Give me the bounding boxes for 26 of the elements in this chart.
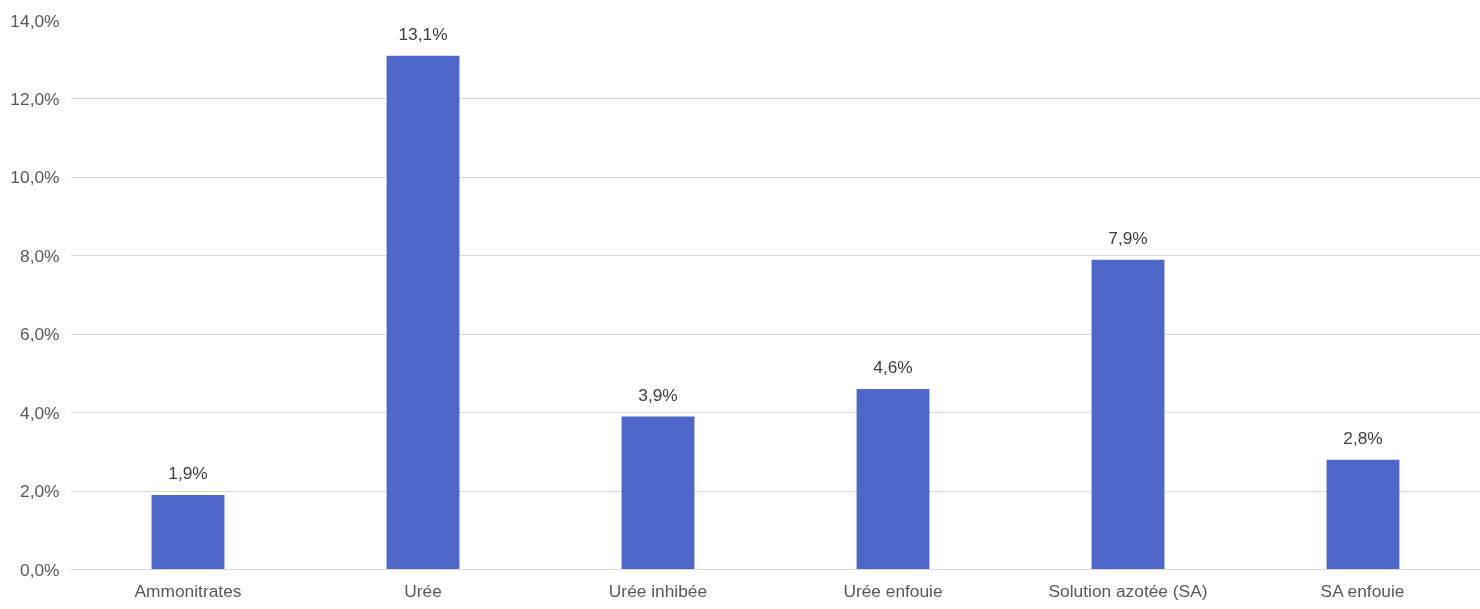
data-label: 4,6% — [873, 357, 913, 378]
bar — [151, 494, 225, 570]
bar — [1326, 459, 1400, 570]
y-tick-label: 8,0% — [20, 245, 60, 266]
data-label: 13,1% — [398, 23, 448, 44]
bar — [1091, 259, 1165, 570]
y-tick-label: 0,0% — [20, 559, 60, 580]
bar — [386, 55, 460, 570]
bar — [856, 389, 930, 570]
x-tick-label: Ammonitrates — [134, 580, 242, 601]
x-tick-label: Urée inhibée — [608, 580, 708, 601]
x-tick-label: Urée — [404, 580, 442, 601]
x-tick-label: SA enfouie — [1320, 580, 1405, 601]
bar — [621, 416, 695, 570]
y-tick-label: 2,0% — [20, 481, 60, 502]
y-tick-label: 14,0% — [10, 10, 60, 31]
data-label: 1,9% — [168, 462, 208, 483]
data-label: 3,9% — [638, 384, 678, 405]
y-tick-label: 6,0% — [20, 324, 60, 345]
data-label: 2,8% — [1343, 427, 1383, 448]
y-tick-label: 4,0% — [20, 402, 60, 423]
y-tick-label: 10,0% — [10, 167, 60, 188]
y-tick-label: 12,0% — [10, 88, 60, 109]
x-tick-label: Solution azotée (SA) — [1048, 580, 1208, 601]
data-label: 7,9% — [1108, 227, 1148, 248]
x-tick-label: Urée enfouie — [843, 580, 943, 601]
